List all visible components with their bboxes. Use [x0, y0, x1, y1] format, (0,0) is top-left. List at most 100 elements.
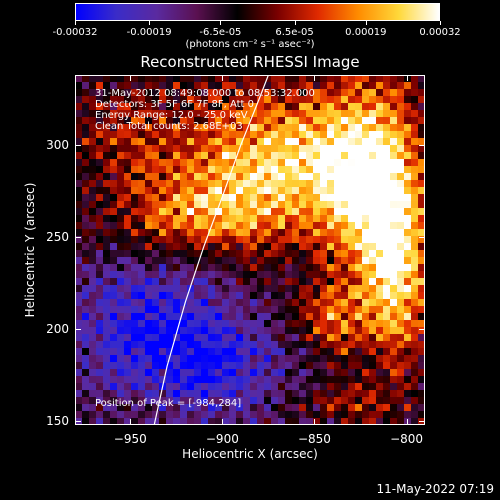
heatmap-cell: [82, 124, 89, 131]
heatmap-cell: [82, 404, 89, 411]
heatmap-cell: [180, 131, 187, 138]
heatmap-cell: [124, 173, 131, 180]
heatmap-cell: [376, 264, 383, 271]
heatmap-cell: [173, 257, 180, 264]
heatmap-cell: [173, 145, 180, 152]
heatmap-cell: [243, 348, 250, 355]
heatmap-cell: [187, 215, 194, 222]
heatmap-cell: [355, 299, 362, 306]
heatmap-cell: [89, 173, 96, 180]
heatmap-cell: [96, 257, 103, 264]
heatmap-cell: [320, 180, 327, 187]
heatmap-cell: [166, 278, 173, 285]
heatmap-cell: [110, 376, 117, 383]
heatmap-cell: [82, 145, 89, 152]
heatmap-cell: [222, 418, 229, 425]
heatmap-cell: [89, 96, 96, 103]
heatmap-cell: [250, 173, 257, 180]
heatmap-cell: [229, 257, 236, 264]
heatmap-cell: [215, 271, 222, 278]
heatmap-cell: [362, 313, 369, 320]
heatmap-cell: [404, 243, 411, 250]
heatmap-cell: [397, 397, 404, 404]
heatmap-cell: [383, 306, 390, 313]
heatmap-cell: [194, 369, 201, 376]
heatmap-cell: [418, 208, 425, 215]
heatmap-cell: [362, 299, 369, 306]
heatmap-cell: [264, 411, 271, 418]
heatmap-cell: [341, 341, 348, 348]
heatmap-cell: [313, 124, 320, 131]
heatmap-cell: [194, 355, 201, 362]
heatmap-cell: [341, 369, 348, 376]
heatmap-cell: [145, 362, 152, 369]
heatmap-cell: [75, 138, 82, 145]
heatmap-cell: [208, 187, 215, 194]
heatmap-cell: [257, 75, 264, 82]
heatmap-cell: [89, 383, 96, 390]
heatmap-cell: [194, 159, 201, 166]
heatmap-cell: [341, 229, 348, 236]
heatmap-cell: [376, 215, 383, 222]
heatmap-cell: [222, 390, 229, 397]
heatmap-cell: [404, 264, 411, 271]
heatmap-cell: [278, 383, 285, 390]
heatmap-cell: [271, 243, 278, 250]
heatmap-cell: [124, 313, 131, 320]
x-tick-mark: [130, 75, 132, 81]
heatmap-cell: [236, 187, 243, 194]
heatmap-cell: [411, 285, 418, 292]
heatmap-cell: [397, 369, 404, 376]
heatmap-cell: [145, 383, 152, 390]
heatmap-cell: [173, 418, 180, 425]
heatmap-cell: [75, 404, 82, 411]
heatmap-cell: [117, 152, 124, 159]
heatmap-cell: [285, 292, 292, 299]
heatmap-cell: [334, 166, 341, 173]
heatmap-cell: [180, 320, 187, 327]
heatmap-cell: [75, 96, 82, 103]
heatmap-cell: [159, 334, 166, 341]
heatmap-cell: [201, 194, 208, 201]
heatmap-cell: [320, 145, 327, 152]
heatmap-cell: [166, 222, 173, 229]
heatmap-cell: [390, 404, 397, 411]
heatmap-cell: [138, 110, 145, 117]
heatmap-cell: [250, 138, 257, 145]
heatmap-cell: [369, 271, 376, 278]
heatmap-image: [75, 75, 425, 425]
heatmap-cell: [418, 131, 425, 138]
heatmap-cell: [320, 250, 327, 257]
heatmap-cell: [138, 159, 145, 166]
heatmap-cell: [411, 404, 418, 411]
heatmap-cell: [138, 306, 145, 313]
heatmap-cell: [278, 306, 285, 313]
heatmap-cell: [152, 285, 159, 292]
heatmap-cell: [103, 236, 110, 243]
heatmap-cell: [243, 369, 250, 376]
heatmap-cell: [201, 369, 208, 376]
heatmap-cell: [362, 187, 369, 194]
heatmap-cell: [411, 250, 418, 257]
heatmap-cell: [82, 236, 89, 243]
heatmap-cell: [411, 82, 418, 89]
heatmap-cell: [110, 341, 117, 348]
heatmap-cell: [236, 376, 243, 383]
limb-curve: [153, 75, 269, 425]
heatmap-cell: [278, 187, 285, 194]
heatmap-cell: [327, 334, 334, 341]
heatmap-cell: [376, 187, 383, 194]
heatmap-cell: [285, 152, 292, 159]
heatmap-cell: [82, 89, 89, 96]
heatmap-cell: [306, 369, 313, 376]
heatmap-cell: [320, 404, 327, 411]
heatmap-cell: [285, 376, 292, 383]
heatmap-cell: [131, 124, 138, 131]
heatmap-cell: [404, 271, 411, 278]
x-tick-label: −800: [390, 432, 424, 446]
heatmap-cell: [397, 75, 404, 82]
heatmap-cell: [194, 383, 201, 390]
heatmap-cell: [327, 243, 334, 250]
heatmap-cell: [285, 145, 292, 152]
heatmap-cell: [341, 243, 348, 250]
